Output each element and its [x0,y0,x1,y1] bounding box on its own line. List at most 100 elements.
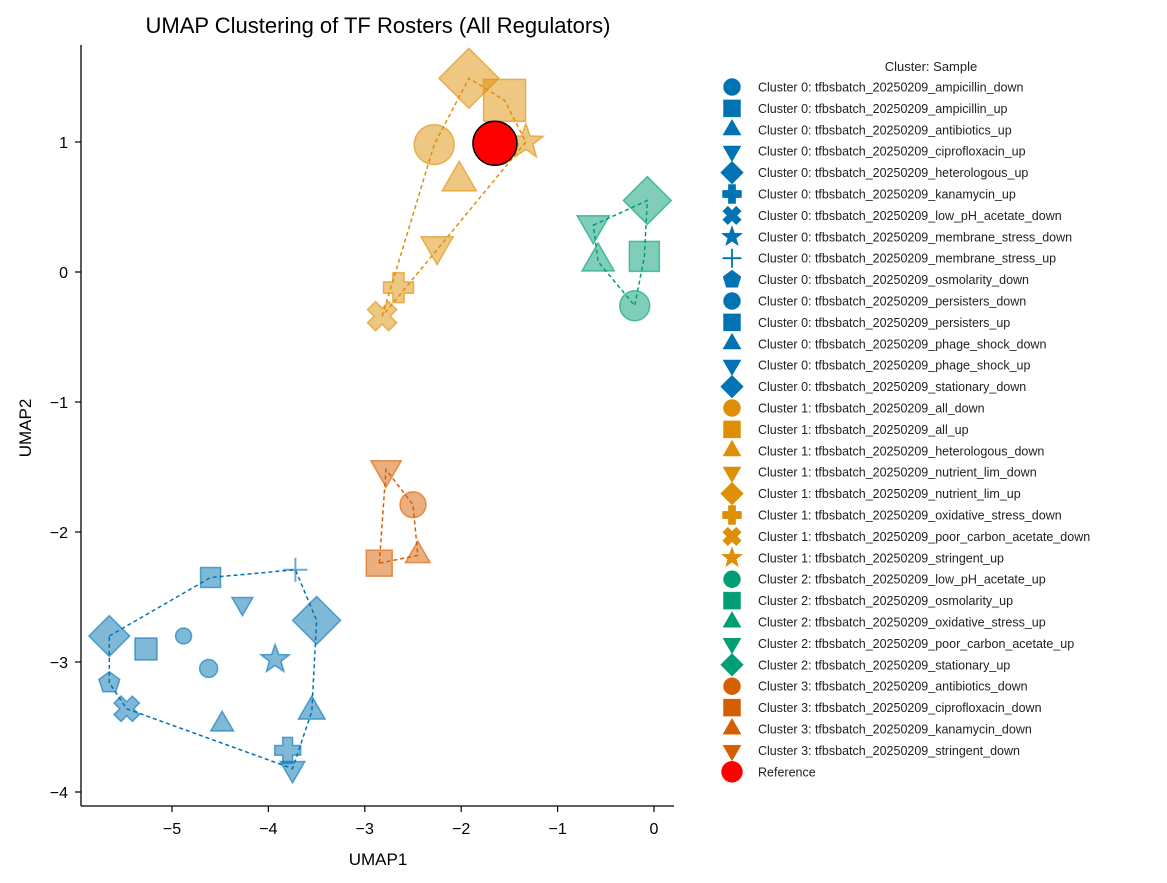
legend-entry-label: Cluster 0: tfbsbatch_20250209_ampicillin… [758,81,1023,95]
legend-marker [722,744,742,762]
data-point [134,637,158,661]
legend-entry-label: Cluster 0: tfbsbatch_20250209_phage_shoc… [758,359,1030,373]
legend-entry-label: Cluster 0: tfbsbatch_20250209_stationary… [758,380,1026,394]
legend-entry-label: Cluster 2: tfbsbatch_20250209_stationary… [758,658,1010,672]
y-tick-label: 1 [59,135,68,152]
legend-marker [723,591,741,610]
legend-entry-label: Cluster 0: tfbsbatch_20250209_heterologo… [758,166,1028,180]
y-ticks: −4 −3 −2 −1 0 1 [50,135,81,802]
legend-marker [722,269,742,288]
data-point [87,614,131,658]
data-point [369,460,403,489]
legend-entry-label: Cluster 2: tfbsbatch_20250209_osmolarity… [758,594,1013,608]
legend-marker [720,481,744,506]
data-point [199,566,222,589]
data-point [366,300,398,332]
legend-entry-label: Cluster 0: tfbsbatch_20250209_ciprofloxa… [758,145,1026,159]
data-point [278,760,307,785]
y-tick-label: 0 [59,265,68,282]
data-point [404,539,432,564]
legend-entry-label: Cluster 0: tfbsbatch_20250209_kanamycin_… [758,188,1016,202]
legend-marker [722,184,742,204]
data-point [440,159,478,192]
data-point [174,627,193,645]
data-point [230,596,255,618]
legend: Cluster: Sample Cluster 0: tfbsbatch_202… [720,59,1090,783]
y-tick-label: −1 [50,395,68,412]
x-tick-label: −5 [163,821,181,838]
legend-entry-label: Cluster 3: tfbsbatch_20250209_antibiotic… [758,680,1028,694]
legend-marker [720,653,744,677]
data-point [413,123,455,166]
data-point [419,235,455,267]
x-tick-label: −3 [356,821,374,838]
data-point [382,271,415,304]
x-axis-label: UMAP1 [349,850,408,869]
data-point [575,215,611,246]
legend-marker [722,205,742,226]
legend-marker [722,637,742,655]
data-point [98,670,121,693]
data-point [622,175,673,226]
legend-entry-label: Cluster 0: tfbsbatch_20250209_osmolarity… [758,273,1029,287]
y-tick-label: −4 [50,785,68,802]
legend-marker [723,78,741,96]
x-tick-label: 0 [650,821,659,838]
legend-entry-label: Cluster 0: tfbsbatch_20250209_ampicillin… [758,102,1008,116]
legend-entry-label: Cluster 2: tfbsbatch_20250209_poor_carbo… [758,637,1074,651]
legend-entry-label: Cluster 1: tfbsbatch_20250209_oxidative_… [758,509,1062,523]
legend-marker [720,546,744,568]
data-markers [87,47,673,785]
data-point [209,709,235,732]
legend-marker [720,160,744,185]
legend-marker [722,466,742,484]
legend-entry-label: Cluster 0: tfbsbatch_20250209_persisters… [758,316,1010,330]
legend-entry-label: Cluster 1: tfbsbatch_20250209_heterologo… [758,444,1044,458]
data-point [291,595,342,646]
legend-marker [722,359,742,377]
legend-marker [723,99,741,118]
legend-entry-label: Cluster 0: tfbsbatch_20250209_antibiotic… [758,123,1012,137]
data-point [198,658,219,679]
cluster-hulls [108,77,649,770]
data-point [283,557,308,582]
legend-marker [723,292,741,310]
data-point [258,642,292,674]
data-point [273,736,302,765]
data-point [365,549,394,577]
legend-entry-label: Cluster 1: tfbsbatch_20250209_stringent_… [758,551,1004,565]
legend-marker [722,439,742,457]
legend-marker [722,526,742,547]
legend-entry-label: Cluster 1: tfbsbatch_20250209_all_down [758,402,985,416]
legend-entry-label: Cluster 1: tfbsbatch_20250209_nutrient_l… [758,487,1021,501]
legend-entry-label: Cluster 2: tfbsbatch_20250209_low_pH_ace… [758,573,1046,587]
legend-entry-label: Cluster 0: tfbsbatch_20250209_membrane_s… [758,230,1072,244]
legend-marker [721,761,743,783]
legend-marker [723,313,741,332]
legend-entry-label: Cluster 1: tfbsbatch_20250209_poor_carbo… [758,530,1090,544]
x-tick-label: −4 [259,821,277,838]
legend-entry-label: Cluster 0: tfbsbatch_20250209_persisters… [758,295,1026,309]
legend-entry-label: Cluster 2: tfbsbatch_20250209_oxidative_… [758,616,1046,630]
data-point [437,47,500,110]
legend-marker [723,420,741,439]
data-point [580,241,616,272]
chart-title: UMAP Clustering of TF Rosters (All Regul… [146,13,611,38]
legend-entry-label: Cluster 0: tfbsbatch_20250209_phage_shoc… [758,337,1046,351]
legend-entry-label: Cluster 1: tfbsbatch_20250209_nutrient_l… [758,466,1037,480]
x-tick-label: −2 [452,821,470,838]
legend-entry-label: Cluster 3: tfbsbatch_20250209_ciprofloxa… [758,701,1042,715]
y-tick-label: −2 [50,525,68,542]
x-ticks: −5 −4 −3 −2 −1 0 [163,806,659,838]
legend-marker [722,248,742,268]
legend-entry-label: Cluster 3: tfbsbatch_20250209_kanamycin_… [758,723,1032,737]
legend-marker [723,677,741,695]
legend-marker [723,570,741,588]
legend-marker [722,145,742,163]
legend-marker [722,505,742,525]
y-axis-label: UMAP2 [16,399,35,458]
legend-title: Cluster: Sample [885,59,977,74]
data-point [628,240,661,273]
legend-entry-label: Cluster 3: tfbsbatch_20250209_stringent_… [758,744,1020,758]
